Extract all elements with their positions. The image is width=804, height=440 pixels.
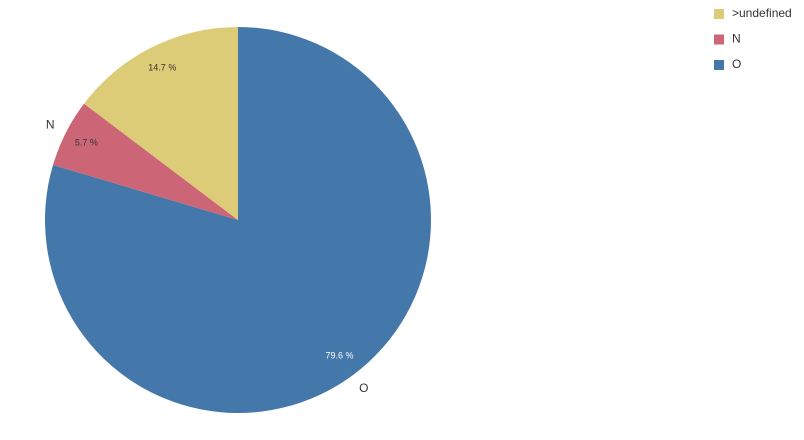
slice-value-label: 79.6 % xyxy=(326,351,354,361)
slice-value-label: 5.7 % xyxy=(75,138,98,148)
pie-slice xyxy=(53,103,238,220)
slice-category-label: N xyxy=(46,117,55,131)
legend-swatch xyxy=(714,34,724,45)
pie-slice xyxy=(84,27,239,220)
legend-label: O xyxy=(732,57,741,71)
slice-category-label: O xyxy=(359,381,368,395)
legend-label: N xyxy=(732,32,741,46)
legend-label: >undefined xyxy=(732,6,792,20)
slice-value-label: 14.7 % xyxy=(148,62,176,72)
legend-swatch xyxy=(714,60,724,70)
pie-slice xyxy=(44,27,431,414)
legend-swatch xyxy=(714,9,724,19)
